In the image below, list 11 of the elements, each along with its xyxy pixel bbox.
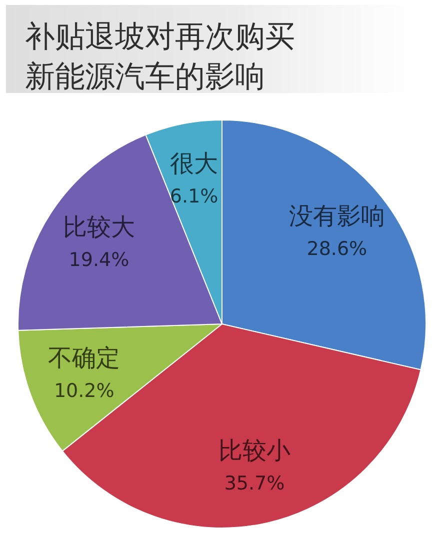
slice-label: 不确定 <box>48 344 120 372</box>
chart-title: 补贴退坡对再次购买新能源汽车的影响 <box>25 20 295 94</box>
slice-label: 很大 <box>170 149 218 178</box>
data-label: 35.7% <box>224 472 285 495</box>
data-label: 28.6% <box>306 238 368 260</box>
slice-label: 比较小 <box>218 436 290 465</box>
data-label: 19.4% <box>68 249 130 272</box>
slice-label: 没有影响 <box>288 202 385 230</box>
data-label: 6.1% <box>170 185 218 208</box>
slice-label: 比较大 <box>62 213 135 242</box>
data-label: 10.2% <box>54 380 114 402</box>
